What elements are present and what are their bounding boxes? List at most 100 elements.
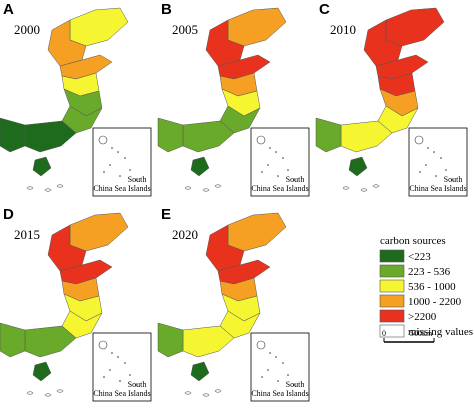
island: [44, 393, 52, 397]
region: [69, 212, 129, 252]
inset-dot: [129, 169, 131, 171]
inset-label: South: [128, 380, 147, 389]
inset-label: China Sea Islands: [93, 184, 150, 193]
inset-dot: [282, 362, 284, 364]
inset-dot: [445, 169, 447, 171]
inset-dot: [103, 376, 105, 378]
region: [348, 156, 368, 177]
panel-year: 2020: [172, 227, 198, 242]
inset-dot: [135, 384, 137, 386]
inset-dot: [440, 157, 442, 159]
island: [56, 389, 64, 393]
region: [315, 117, 342, 153]
inset-dot: [103, 171, 105, 173]
panel-letter: C: [319, 1, 330, 18]
panel-year: 2000: [14, 22, 40, 37]
legend-label: missing values: [408, 326, 473, 338]
region: [69, 7, 129, 47]
inset-dot: [135, 179, 137, 181]
island: [184, 391, 192, 395]
island: [26, 391, 34, 395]
island: [184, 186, 192, 190]
region: [385, 7, 445, 47]
inset-dot: [277, 380, 279, 382]
inset-dot: [124, 362, 126, 364]
region: [190, 156, 210, 177]
inset-island: [98, 135, 108, 145]
inset-dot: [269, 352, 271, 354]
legend-label: >2200: [408, 311, 437, 323]
inset-dot: [287, 374, 289, 376]
inset-dot: [129, 374, 131, 376]
legend-title: carbon sources: [380, 235, 446, 247]
region: [157, 322, 184, 358]
inset-box: [408, 127, 468, 197]
legend-swatch: [379, 294, 405, 308]
inset-dot: [275, 151, 277, 153]
inset-dot: [109, 164, 111, 166]
inset-dot: [267, 164, 269, 166]
region: [227, 7, 287, 47]
inset-dot: [117, 151, 119, 153]
island: [214, 184, 222, 188]
inset-label: South: [128, 175, 147, 184]
inset-dot: [261, 171, 263, 173]
island: [202, 188, 210, 192]
inset-dot: [269, 147, 271, 149]
region: [157, 117, 184, 153]
inset-island: [98, 340, 108, 350]
inset-dot: [419, 171, 421, 173]
scale-bar: 0 500km: [382, 329, 435, 343]
inset-dot: [451, 179, 453, 181]
scale-label: 0: [382, 329, 386, 338]
inset-dot: [287, 169, 289, 171]
island: [202, 393, 210, 397]
island: [342, 186, 350, 190]
legend-swatch: [379, 279, 405, 293]
inset-dot: [293, 384, 295, 386]
inset-dot: [124, 157, 126, 159]
panel-letter: B: [161, 1, 172, 18]
legend-label: 1000 - 2200: [408, 296, 462, 308]
scale-label: 500km: [410, 329, 433, 338]
inset-box: [92, 332, 152, 402]
inset-label: South: [286, 380, 305, 389]
region: [0, 322, 26, 358]
legend-label: 223 - 536: [408, 266, 451, 278]
inset-dot: [119, 175, 121, 177]
inset-dot: [111, 147, 113, 149]
inset-dot: [117, 356, 119, 358]
inset-label: China Sea Islands: [251, 184, 308, 193]
inset-dot: [111, 352, 113, 354]
legend-swatch: [379, 324, 405, 338]
inset-dot: [282, 157, 284, 159]
panel-year: 2010: [330, 22, 356, 37]
region: [0, 117, 26, 153]
inset-label: China Sea Islands: [409, 184, 466, 193]
legend-label: <223: [408, 251, 431, 263]
inset-dot: [435, 175, 437, 177]
inset-dot: [119, 380, 121, 382]
inset-dot: [293, 179, 295, 181]
panel-letter: D: [3, 206, 14, 223]
inset-dot: [277, 175, 279, 177]
inset-dot: [267, 369, 269, 371]
inset-dot: [433, 151, 435, 153]
inset-dot: [275, 356, 277, 358]
panel-year: 2005: [172, 22, 198, 37]
inset-label: South: [444, 175, 463, 184]
inset-dot: [427, 147, 429, 149]
island: [44, 188, 52, 192]
legend-swatch: [379, 249, 405, 263]
panel-letter: A: [3, 1, 14, 18]
inset-island: [256, 135, 266, 145]
inset-box: [250, 127, 310, 197]
legend-label: 536 - 1000: [408, 281, 456, 293]
inset-label: South: [286, 175, 305, 184]
region: [32, 156, 52, 177]
inset-dot: [109, 369, 111, 371]
